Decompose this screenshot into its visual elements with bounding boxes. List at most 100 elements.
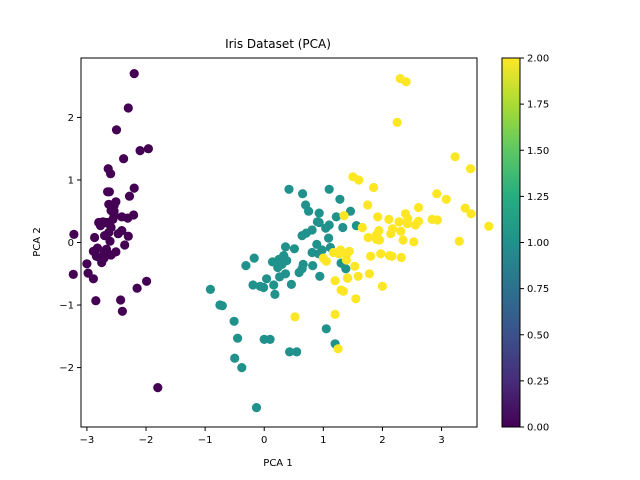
data-point — [377, 281, 387, 291]
data-point — [384, 214, 394, 224]
data-point — [398, 235, 408, 245]
data-point — [312, 217, 322, 227]
data-point — [284, 184, 294, 194]
data-point — [117, 212, 127, 222]
data-point — [301, 200, 311, 210]
data-point — [106, 222, 116, 233]
data-point — [364, 269, 374, 279]
data-point — [396, 252, 406, 263]
data-point — [402, 219, 412, 229]
data-point — [143, 144, 153, 154]
data-point — [314, 208, 324, 218]
data-point — [277, 259, 287, 269]
data-point — [119, 154, 129, 164]
data-point — [99, 253, 109, 263]
data-point — [109, 201, 119, 211]
data-point — [248, 280, 258, 290]
data-point — [308, 261, 318, 271]
data-point — [265, 334, 275, 344]
y-tick-label: 0 — [68, 238, 74, 249]
data-point — [333, 344, 343, 354]
data-point — [237, 363, 247, 373]
colorbar-tick-label: 2.00 — [527, 54, 549, 65]
data-point — [350, 261, 360, 271]
colorbar-gradient — [502, 58, 520, 427]
data-point — [123, 103, 133, 113]
data-point — [376, 249, 386, 259]
data-point — [409, 237, 419, 247]
data-point — [321, 223, 331, 233]
data-point — [357, 222, 367, 233]
data-point — [369, 182, 379, 193]
data-point — [363, 232, 373, 243]
data-point — [341, 255, 351, 265]
data-point — [153, 383, 163, 393]
data-point — [280, 269, 291, 279]
data-point — [290, 312, 300, 322]
data-point — [255, 281, 265, 291]
data-point — [205, 284, 215, 294]
colorbar-tick-label: 0.25 — [527, 376, 549, 387]
data-point — [111, 125, 122, 135]
data-point — [345, 206, 356, 216]
data-point — [324, 233, 334, 243]
colorbar-tick-label: 0.75 — [527, 284, 549, 295]
data-point — [354, 175, 364, 185]
data-point — [400, 209, 411, 219]
data-point — [330, 276, 340, 286]
data-point — [363, 200, 373, 210]
data-point — [335, 245, 346, 255]
data-point — [100, 231, 110, 241]
data-point — [90, 232, 100, 243]
y-tick-label: −1 — [59, 301, 74, 312]
data-point — [120, 240, 130, 250]
data-point — [401, 77, 411, 87]
data-point — [217, 301, 227, 311]
data-point — [341, 264, 351, 274]
data-point — [298, 189, 308, 199]
data-point — [351, 294, 361, 304]
data-point — [69, 229, 79, 239]
x-axis-label: PCA 1 — [263, 458, 292, 469]
colorbar-tick-label: 0.50 — [527, 330, 549, 341]
data-point — [270, 289, 280, 299]
data-point — [321, 256, 331, 266]
data-point — [285, 347, 295, 357]
data-point — [297, 231, 307, 241]
data-point — [286, 279, 296, 289]
data-point — [233, 333, 243, 343]
data-point — [294, 267, 304, 278]
y-tick-label: 1 — [68, 175, 74, 186]
data-point — [465, 164, 476, 174]
y-axis-label: PCA 2 — [32, 227, 43, 256]
x-tick-label: −2 — [139, 435, 154, 446]
data-point — [249, 253, 259, 263]
data-point — [371, 230, 382, 240]
y-tick-label: −2 — [59, 363, 74, 374]
data-point — [331, 212, 341, 222]
x-tick-label: 2 — [379, 435, 385, 446]
data-point — [289, 244, 299, 254]
data-point — [230, 353, 240, 363]
data-point — [68, 269, 78, 279]
data-point — [92, 243, 103, 253]
data-point — [344, 246, 354, 256]
colorbar-tick-label: 1.50 — [527, 146, 549, 157]
data-point — [307, 225, 317, 235]
data-point — [396, 226, 406, 236]
plot-area — [68, 69, 494, 413]
data-point — [103, 187, 113, 197]
y-tick-label: 2 — [68, 113, 74, 124]
data-point — [441, 194, 451, 204]
data-point — [117, 226, 127, 236]
data-point — [386, 229, 396, 239]
x-axis: −3 −2 −1 0 1 2 3 — [80, 427, 445, 446]
data-point — [460, 203, 470, 213]
data-point — [251, 403, 262, 413]
data-point — [484, 221, 494, 231]
data-point — [373, 212, 383, 222]
data-point — [315, 271, 325, 281]
data-point — [343, 273, 353, 283]
data-point — [338, 222, 348, 233]
data-point — [307, 247, 317, 258]
